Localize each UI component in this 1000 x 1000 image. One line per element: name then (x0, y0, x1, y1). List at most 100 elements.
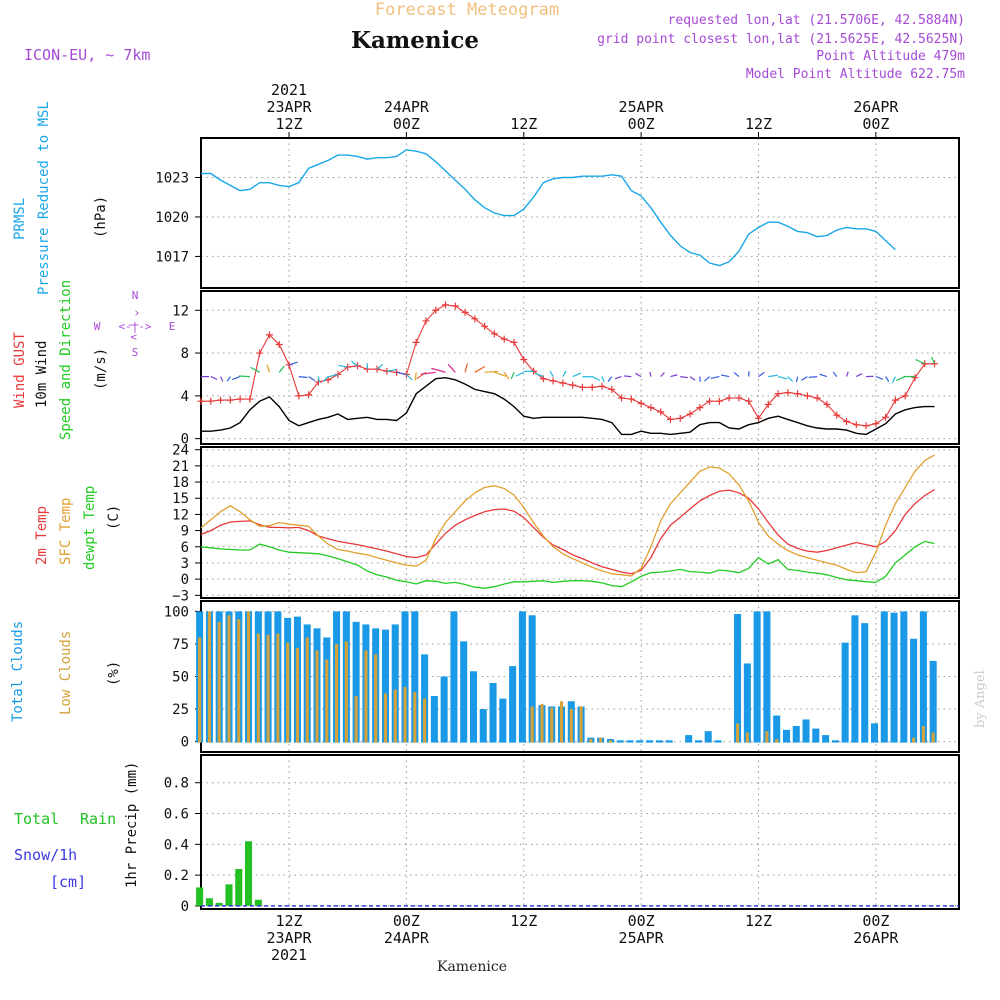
wind-arrow (710, 376, 720, 379)
compass-ns: ^ | v (128, 310, 139, 340)
gust-marker (324, 376, 332, 384)
low-cloud-bar (413, 692, 417, 743)
total-cloud-bar (694, 740, 702, 743)
wind-arrow (733, 372, 740, 378)
ytick-label: 0.8 (164, 776, 189, 792)
low-cloud-bar (364, 650, 368, 743)
total-cloud-bar (792, 725, 800, 743)
ytick-label: 100 (164, 604, 189, 620)
wind-arrow (787, 376, 794, 383)
wind-arrow (758, 371, 765, 378)
plot-area: 10171020102304812−3036912151821240255075… (0, 0, 960, 964)
wind-arrow (845, 371, 849, 377)
low-cloud-bar (530, 706, 534, 743)
wind-arrow (414, 372, 417, 381)
gust-marker (627, 395, 635, 403)
total-cloud-bar (626, 740, 634, 743)
wind-arrow (623, 375, 632, 378)
rain-bar (225, 884, 233, 906)
total-cloud-bar (714, 740, 722, 743)
wind-arrow (670, 374, 678, 378)
temp-labels: 2m Temp SFC Temp dewpt Temp (C) (34, 486, 122, 570)
footer-place: Kamenice (437, 959, 507, 975)
gust-marker (295, 392, 303, 400)
gust-marker (412, 338, 420, 346)
pressure-label-msl: Pressure Reduced to MSL (36, 101, 52, 295)
wind-arrow (238, 375, 250, 378)
wind-arrow (795, 376, 799, 383)
wind-arrow (376, 363, 384, 370)
ytick-label: 50 (172, 670, 189, 686)
wind-arrow (308, 376, 316, 382)
low-cloud-bar (344, 641, 348, 743)
ytick-label: 1020 (155, 210, 189, 226)
total-cloud-bar (421, 654, 429, 743)
wind-arrow (431, 367, 446, 373)
wind-arrow (601, 376, 605, 383)
rain-bar (196, 887, 204, 906)
total-cloud-bar (616, 740, 624, 743)
wind-arrow (210, 376, 218, 381)
gust-marker (676, 414, 684, 422)
panel-clouds: 0 25 50 75 100 (164, 600, 960, 753)
ytick-label: 0.2 (164, 868, 189, 884)
total-cloud-bar (636, 740, 644, 743)
wind-arrow (635, 372, 642, 378)
ytick-label: 0 (181, 572, 189, 588)
panel-frame (200, 754, 960, 910)
total-cloud-bar (851, 615, 859, 743)
wind-dir-label: Speed and Direction (58, 280, 74, 440)
gust-marker (461, 308, 469, 316)
top-axis-label: 12Z (745, 115, 772, 133)
ytick-label: 1023 (155, 170, 189, 186)
panel-frame (200, 446, 960, 599)
gust-marker (764, 400, 772, 408)
low-cloud-bar (207, 611, 211, 743)
total-cloud-bar (802, 719, 810, 743)
wind-arrow (288, 361, 298, 366)
low-cloud-bar (765, 731, 769, 743)
gust-marker (520, 355, 528, 363)
ytick-label: 6 (181, 540, 189, 556)
low-cloud-bar (354, 696, 358, 743)
total-cloud-bar (401, 611, 409, 743)
ytick-label: 0.6 (164, 807, 189, 823)
bottom-axis-label: 26APR (853, 929, 899, 947)
panel-pressure: 1017 1020 1023 (155, 137, 960, 289)
gust-marker (911, 374, 919, 382)
wind-arrow (386, 368, 397, 372)
rain-bar (245, 841, 253, 906)
ytick-label: −3 (172, 588, 189, 604)
total-cloud-bar (391, 624, 399, 743)
total-cloud-bar (440, 676, 448, 743)
bottom-axis-label: 25APR (619, 929, 665, 947)
temp-line-0 (200, 489, 935, 575)
wind-arrow (808, 375, 818, 378)
compass-ew: <-|-> (118, 320, 151, 333)
compass-e: E (169, 320, 176, 333)
ytick-label: 0 (181, 735, 189, 751)
total-cloud-bar (861, 623, 869, 743)
wind-arrow (266, 364, 271, 373)
rain-bar (215, 902, 223, 906)
total-cloud-bar (646, 740, 654, 743)
total-cloud-bar (665, 740, 673, 743)
gust-marker (745, 397, 753, 405)
wind-arrow (768, 374, 778, 378)
total-cloud-bar (655, 740, 663, 743)
wind-arrow (232, 376, 241, 381)
low-cloud-bar (217, 621, 221, 743)
bottom-axis-label: 00Z (393, 912, 420, 930)
wind-arrow (572, 372, 582, 378)
gust-marker (735, 394, 743, 402)
wind-arrow (420, 371, 436, 375)
low-cloud-bar (775, 738, 779, 743)
gust-marker (305, 391, 313, 399)
compass-w: W (94, 320, 101, 333)
total-cloud-bar (890, 612, 898, 743)
gust-marker (921, 360, 929, 368)
wind-arrow (720, 374, 730, 378)
low-cloud-bar (335, 643, 339, 743)
ytick-label: 3 (181, 556, 189, 572)
wind-gust-line (201, 304, 935, 427)
